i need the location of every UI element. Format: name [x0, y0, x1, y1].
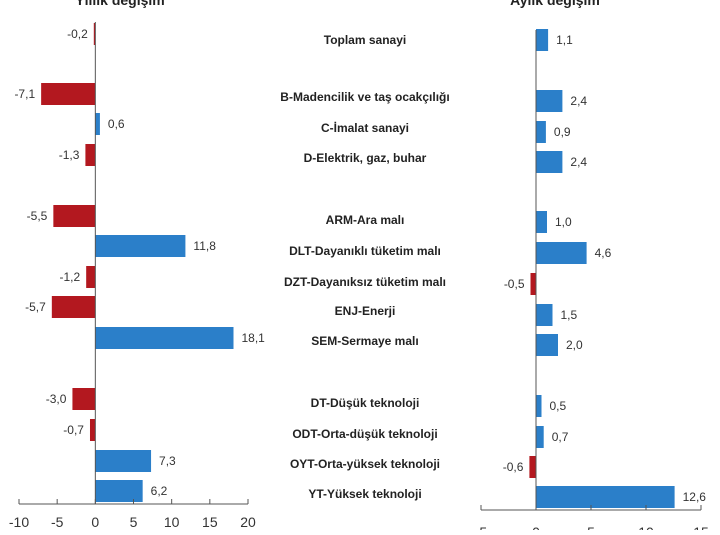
value-label: -0,2 — [67, 27, 88, 41]
value-label: -0,7 — [63, 423, 84, 437]
bar — [536, 426, 544, 448]
value-label: 0,7 — [552, 430, 569, 444]
bar — [536, 486, 675, 508]
bar — [95, 235, 186, 257]
category-label: OYT-Orta-yüksek teknoloji — [290, 457, 440, 471]
left-chart-title: Yıllık değişim — [75, 0, 164, 8]
value-label: 0,9 — [554, 125, 571, 139]
bar — [95, 113, 100, 135]
bar — [85, 144, 96, 166]
right-chart-title: Aylık değişim — [510, 0, 600, 8]
bar — [536, 151, 563, 173]
bar — [536, 334, 558, 356]
value-label: -1,3 — [59, 148, 80, 162]
category-label: B-Madencilik ve taş ocakçılığı — [280, 90, 449, 104]
value-label: 1,0 — [555, 215, 572, 229]
bar — [536, 304, 553, 326]
bar — [89, 419, 96, 441]
value-label: 2,4 — [570, 155, 587, 169]
x-tick-label: 10 — [164, 514, 180, 530]
bar — [95, 450, 152, 472]
value-label: -3,0 — [46, 392, 67, 406]
bar — [53, 205, 96, 227]
category-label: DT-Düşük teknoloji — [311, 396, 420, 410]
value-label: 7,3 — [159, 454, 176, 468]
x-tick-label: 5 — [130, 514, 138, 530]
bar — [530, 273, 536, 295]
x-tick-label: -5 — [475, 524, 488, 530]
value-label: 0,5 — [550, 399, 567, 413]
x-tick-label: 0 — [91, 514, 99, 530]
category-label: DZT-Dayanıksız tüketim malı — [284, 275, 446, 289]
value-label: 1,5 — [561, 308, 578, 322]
bar — [51, 296, 96, 318]
bar — [72, 388, 96, 410]
bar — [93, 23, 96, 45]
value-label: 18,1 — [241, 331, 265, 345]
x-tick-label: 10 — [638, 524, 654, 530]
value-label: -5,7 — [25, 300, 46, 314]
value-label: 4,6 — [595, 246, 612, 260]
value-label: -7,1 — [14, 87, 35, 101]
bar — [529, 456, 536, 478]
value-label: 2,0 — [566, 338, 583, 352]
x-tick-label: 15 — [693, 524, 709, 530]
value-label: 11,8 — [193, 239, 216, 253]
bar — [536, 29, 549, 51]
value-label: -5,5 — [27, 209, 48, 223]
x-tick-label: 5 — [587, 524, 595, 530]
x-tick-label: 0 — [532, 524, 540, 530]
bar — [536, 121, 546, 143]
category-label: Toplam sanayi — [324, 33, 406, 47]
bar — [536, 90, 563, 112]
bar — [95, 480, 143, 502]
bar — [95, 327, 234, 349]
category-label: ODT-Orta-düşük teknoloji — [292, 427, 437, 441]
value-label: 12,6 — [683, 490, 707, 504]
bar — [41, 83, 96, 105]
bar — [536, 395, 542, 417]
value-label: -1,2 — [59, 270, 80, 284]
x-tick-label: 15 — [202, 514, 218, 530]
value-label: -0,6 — [503, 460, 524, 474]
category-label: C-İmalat sanayi — [321, 120, 409, 135]
value-label: 2,4 — [570, 94, 587, 108]
value-label: 6,2 — [151, 484, 168, 498]
x-tick-label: -10 — [9, 514, 29, 530]
category-label: DLT-Dayanıklı tüketim malı — [289, 244, 441, 258]
value-label: 1,1 — [556, 33, 573, 47]
bar — [86, 266, 96, 288]
category-label: D-Elektrik, gaz, buhar — [304, 151, 427, 165]
category-label: SEM-Sermaye malı — [311, 334, 418, 348]
x-tick-label: 20 — [240, 514, 256, 530]
category-label: ARM-Ara malı — [326, 213, 405, 227]
category-label: ENJ-Enerji — [335, 304, 396, 318]
bar — [536, 242, 587, 264]
category-label: YT-Yüksek teknoloji — [308, 487, 421, 501]
value-label: -0,5 — [504, 277, 525, 291]
bar — [536, 211, 547, 233]
x-tick-label: -5 — [51, 514, 64, 530]
value-label: 0,6 — [108, 117, 125, 131]
